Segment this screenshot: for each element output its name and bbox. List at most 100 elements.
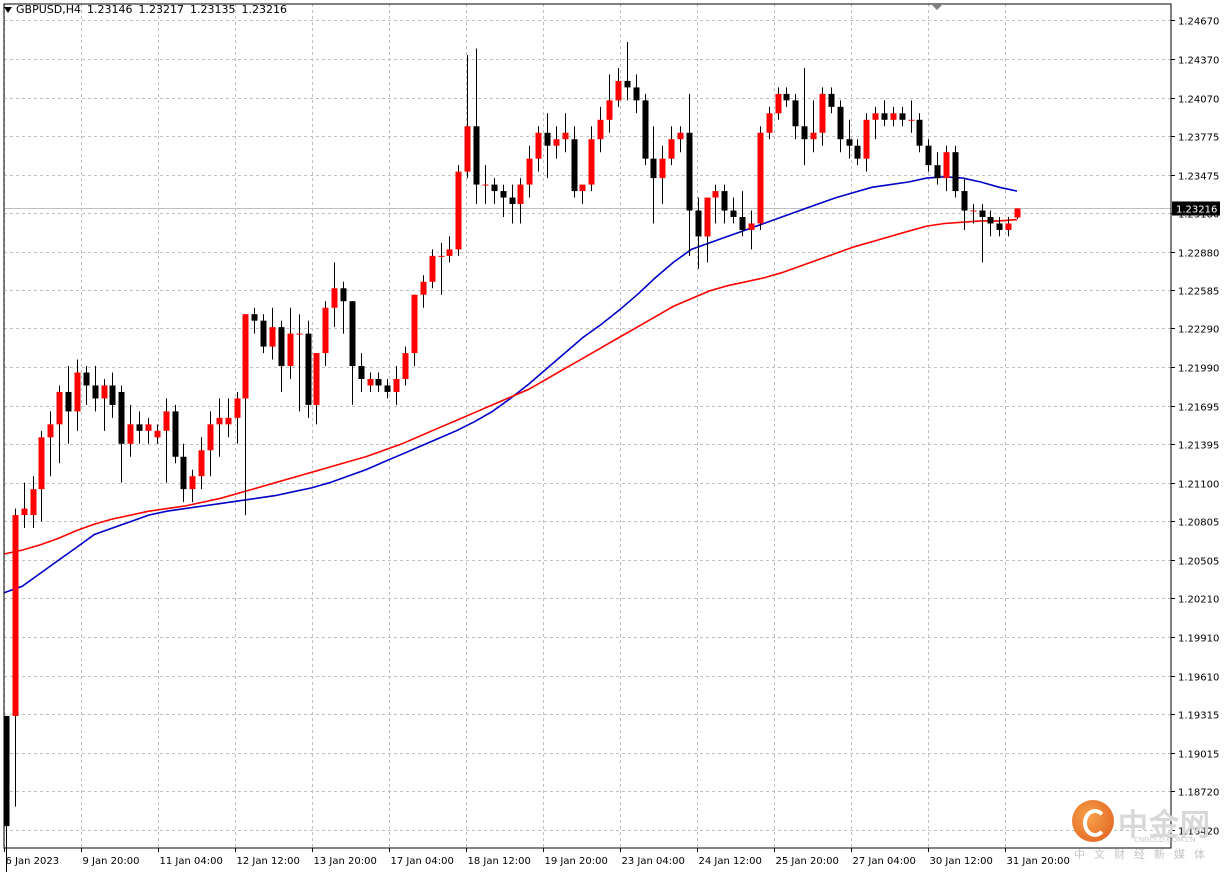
y-tick-label: 1.19315	[1178, 711, 1219, 722]
current-price-tag	[1172, 201, 1220, 216]
x-tick-label: 30 Jan 12:00	[930, 856, 993, 867]
bull-candle-body	[757, 132, 764, 224]
axis-layer: 1.24670 1.24370 1.24070 1.23775 1.23475 1.231…	[3, 3, 1220, 867]
bull-candle-body	[668, 139, 675, 159]
x-tick-label: 24 Jan 12:00	[699, 856, 762, 867]
bull-candle-body	[588, 139, 595, 185]
x-tick-label: 12 Jan 12:00	[237, 856, 300, 867]
bear-candle-body	[934, 165, 941, 179]
bear-candle-body	[3, 715, 10, 827]
bear-candle-body	[109, 385, 116, 405]
plot-frame	[3, 3, 1172, 849]
bear-candle-body	[65, 391, 72, 412]
symbol-timeframe: GBPUSD,H4	[16, 3, 81, 16]
bull-candle-body	[606, 100, 613, 120]
bull-candle-body	[56, 391, 63, 425]
y-tick-label: 1.20505	[1178, 557, 1219, 568]
bull-candle-body	[908, 119, 915, 121]
bull-candle-body	[943, 152, 950, 179]
bear-candle-body	[854, 145, 861, 159]
x-tick-label: 13 Jan 20:00	[314, 856, 377, 867]
bear-candle-body	[180, 456, 187, 490]
y-tick-label: 1.21695	[1178, 403, 1219, 414]
bull-candle-body	[216, 417, 223, 425]
bull-candle-body	[446, 249, 453, 256]
bull-candle-body	[402, 353, 409, 379]
bear-candle-body	[278, 327, 285, 367]
bull-candle-body	[464, 126, 471, 172]
ohlc-high: 1.23217	[138, 3, 184, 16]
collapse-triangle-icon[interactable]	[4, 7, 12, 13]
bear-candle-body	[899, 113, 906, 120]
bear-candle-body	[544, 132, 551, 146]
y-tick-label: 1.19610	[1178, 673, 1219, 684]
bull-candle-body	[748, 223, 755, 230]
bull-candle-body	[331, 288, 338, 308]
bull-candle-body	[810, 132, 817, 140]
watermark-tagline: 中文财经新媒体	[1074, 848, 1214, 861]
bear-candle-body	[846, 139, 853, 146]
bear-candle-body	[916, 119, 923, 146]
x-tick-label: 25 Jan 20:00	[776, 856, 839, 867]
y-tick-label: 1.21395	[1178, 441, 1219, 452]
x-tick-label: 11 Jan 04:00	[160, 856, 223, 867]
x-tick-label: 18 Jan 12:00	[468, 856, 531, 867]
bear-candle-body	[987, 216, 994, 224]
bear-candle-body	[340, 288, 347, 302]
y-tick-label: 1.18720	[1178, 788, 1219, 799]
bear-candle-body	[251, 314, 258, 321]
ohlc-low: 1.23135	[189, 3, 236, 16]
brand-logo-icon	[1072, 800, 1114, 842]
bear-candle-body	[996, 223, 1003, 230]
bull-candle-body	[863, 119, 870, 159]
x-tick-label: 6 Jan 2023	[6, 856, 60, 867]
bull-candle-body	[30, 489, 37, 516]
ma-slow-line	[3, 218, 1018, 555]
x-tick-label: 27 Jan 04:00	[853, 856, 916, 867]
bear-candle-body	[375, 378, 382, 386]
bull-candle-body	[296, 333, 303, 335]
bull-candle-body	[189, 476, 196, 490]
bear-candle-body	[571, 139, 578, 192]
bear-candle-body	[783, 93, 790, 101]
y-tick-label: 1.24070	[1178, 95, 1219, 106]
x-tick-label: 31 Jan 20:00	[1007, 856, 1070, 867]
chart-header[interactable]: GBPUSD,H4 1.23146 1.23217 1.23135 1.23216	[4, 3, 293, 16]
bull-candle-body	[393, 378, 400, 392]
y-tick-label: 1.23775	[1178, 133, 1219, 144]
bear-candle-body	[118, 391, 125, 444]
bull-candle-body	[101, 385, 108, 399]
current-price-label: 1.23216	[1176, 205, 1217, 216]
bull-candle-body	[535, 132, 542, 159]
bear-candle-body	[801, 126, 808, 140]
grid-layer	[4, 4, 1171, 848]
bull-candle-body	[207, 424, 214, 451]
y-tick-label: 1.22880	[1178, 249, 1219, 260]
bear-candle-body	[136, 424, 143, 431]
bull-candle-body	[615, 80, 622, 101]
bear-candle-body	[952, 152, 959, 192]
bear-candle-body	[642, 100, 649, 159]
bull-candle-body	[1005, 223, 1012, 230]
bull-candle-body	[242, 314, 249, 399]
bull-candle-body	[438, 255, 445, 257]
bull-candle-body	[517, 184, 524, 205]
bull-candle-body	[482, 184, 489, 186]
chart-shift-marker-icon[interactable]	[931, 4, 943, 10]
bull-candle-body	[145, 424, 152, 431]
bull-candle-body	[287, 333, 294, 367]
moving-average-layer	[3, 175, 1018, 594]
bull-candle-body	[526, 158, 533, 185]
candle-layer	[3, 42, 1021, 876]
bull-candle-body	[766, 113, 773, 133]
bull-candle-body	[553, 139, 560, 146]
bull-candle-body	[313, 353, 320, 405]
bull-candle-body	[579, 184, 586, 192]
bear-candle-body	[491, 184, 498, 192]
y-tick-label: 1.24370	[1178, 56, 1219, 67]
bear-candle-body	[961, 191, 968, 211]
bull-candle-body	[562, 132, 569, 140]
y-tick-label: 1.21100	[1178, 480, 1219, 491]
